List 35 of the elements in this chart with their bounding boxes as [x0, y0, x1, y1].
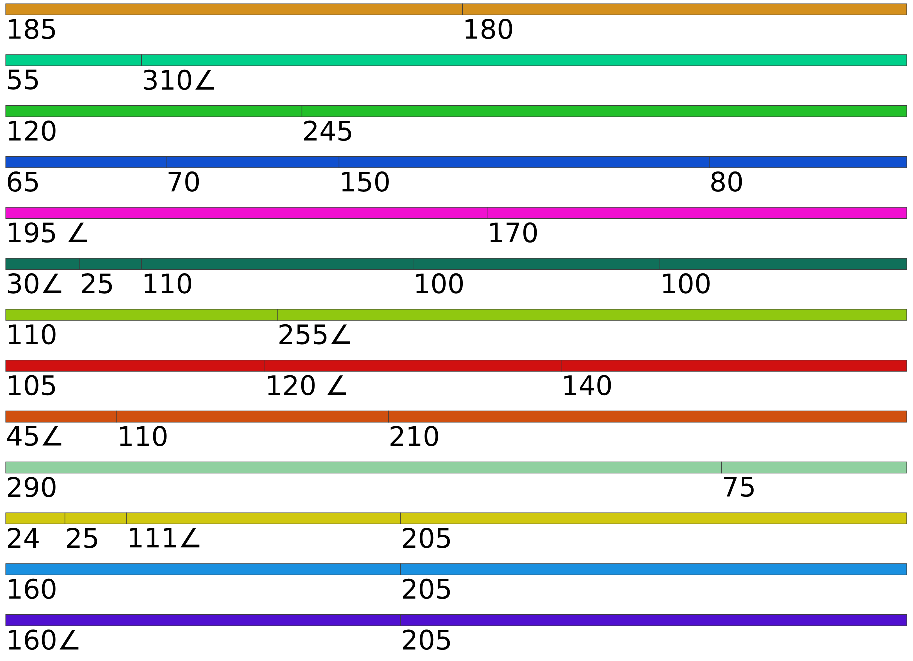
data-label: 65	[8, 172, 38, 192]
data-label: 160∠	[9, 630, 79, 650]
data-label: 255∠	[280, 324, 350, 345]
data-label: 140	[564, 375, 612, 396]
data-label: 24	[8, 528, 39, 548]
data-label: 180	[466, 18, 512, 40]
data-label: 110	[120, 426, 167, 447]
data-label: 105	[9, 375, 56, 396]
data-label: 25	[67, 528, 98, 548]
data-label: 170	[490, 222, 538, 243]
data-label: 120	[9, 120, 56, 142]
data-label: 150	[342, 172, 389, 192]
data-label: 160	[9, 578, 56, 600]
data-label: 245	[304, 120, 352, 142]
data-label: 100	[663, 273, 710, 294]
data-label: 195 ∠	[9, 222, 88, 243]
data-label: 25	[82, 273, 112, 294]
data-label: 205	[403, 528, 450, 548]
data-label: 100	[416, 273, 464, 294]
data-label: 185	[9, 18, 56, 40]
data-label: 110	[144, 273, 192, 294]
data-label: 45∠	[8, 426, 62, 446]
data-label: 80	[712, 172, 742, 192]
data-label: 70	[168, 172, 200, 192]
data-label: 210	[390, 426, 438, 447]
data-label: 310∠	[144, 70, 214, 90]
data-label: 75	[724, 477, 754, 498]
data-label: 110	[9, 324, 56, 345]
data-label: 55	[8, 70, 38, 90]
data-label: 30∠	[8, 273, 62, 294]
data-label: 205	[403, 578, 450, 600]
data-label: 290	[8, 477, 56, 498]
data-label: 111∠	[130, 528, 200, 548]
data-label: 120 ∠	[268, 375, 346, 396]
data-label: 205	[403, 630, 450, 650]
